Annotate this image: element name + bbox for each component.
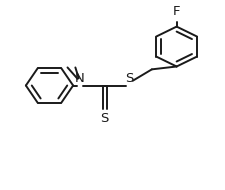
Text: S: S (100, 112, 109, 125)
Text: F: F (173, 5, 180, 18)
Text: S: S (125, 72, 134, 85)
Text: N: N (75, 72, 85, 85)
